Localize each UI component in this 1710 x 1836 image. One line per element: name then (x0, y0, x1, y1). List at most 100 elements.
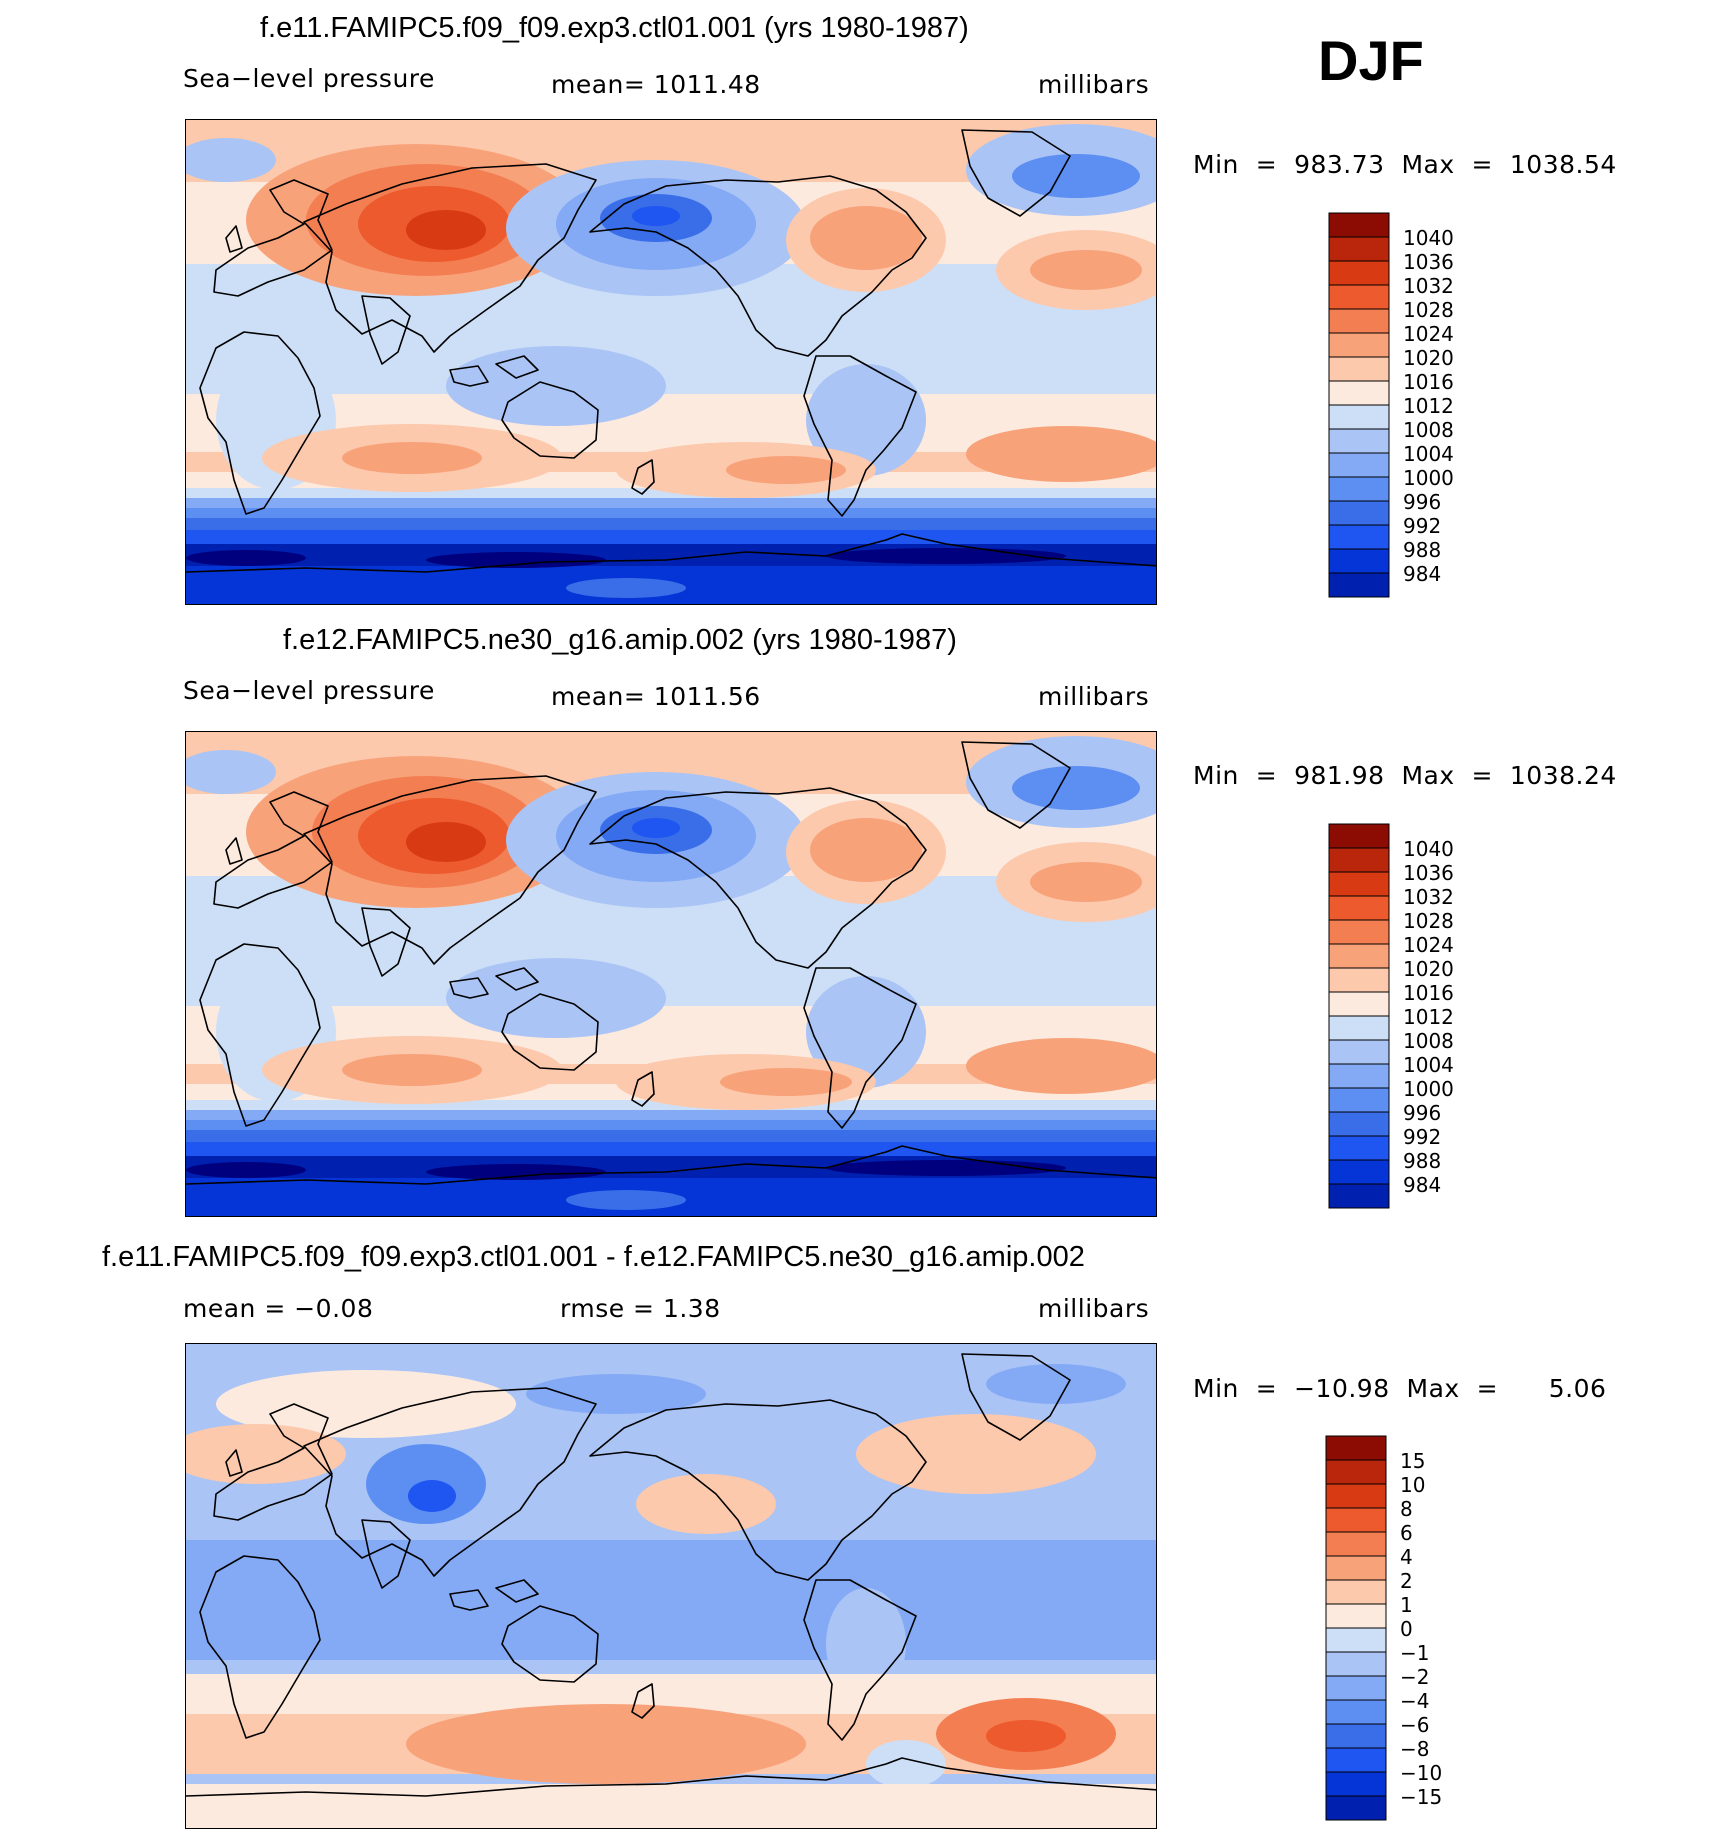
colorbar-2-tick-label: 10 (1400, 1473, 1425, 1497)
colorbar-0-tick-label: 988 (1403, 538, 1441, 562)
colorbar-2-tick-label: 6 (1400, 1521, 1413, 1545)
colorbar-1-tick-label: 1020 (1403, 957, 1454, 981)
colorbar-0-box-0 (1328, 212, 1390, 238)
colorbar-0-tick-label: 1036 (1403, 250, 1454, 274)
diff-tibet-core (408, 1480, 456, 1512)
diff-europe-positive (186, 1424, 346, 1484)
sh-band-2 (186, 498, 1156, 508)
sh-low-core-2 (426, 1164, 606, 1180)
colorbar-2-box-0 (1325, 1435, 1387, 1461)
asia-outline (303, 163, 597, 353)
colorbar-1-box-14 (1328, 1159, 1390, 1185)
colorbar-0-tick-label: 1016 (1403, 370, 1454, 394)
colorbar-0-box-10 (1328, 452, 1390, 478)
colorbar-2-tick-label: −1 (1400, 1641, 1429, 1665)
australia-outline (501, 993, 599, 1071)
sh-low-core-1 (186, 550, 306, 566)
colorbar-1-box-1 (1328, 847, 1390, 873)
colorbar-0-tick-label: 992 (1403, 514, 1441, 538)
panel3-rmse-label: rmse = 1.38 (560, 1294, 721, 1323)
colorbar-1-box-5 (1328, 943, 1390, 969)
colorbar-2-box-9 (1325, 1651, 1387, 1677)
india-outline (361, 1519, 411, 1589)
colorbar-2-box-5 (1325, 1555, 1387, 1581)
colorbar-0-tick-label: 984 (1403, 562, 1441, 586)
colorbar-0-tick-label: 1024 (1403, 322, 1454, 346)
colorbar-0-tick-label: 1004 (1403, 442, 1454, 466)
colorbar-1-tick-label: 996 (1403, 1101, 1441, 1125)
colorbar-1-box-10 (1328, 1063, 1390, 1089)
diff-aleutian-negative (526, 1374, 706, 1414)
diff-pacific-positive (636, 1474, 776, 1534)
indonesia-outline (449, 355, 539, 387)
colorbar-2-tick-label: 1 (1400, 1593, 1413, 1617)
uk-outline (225, 225, 243, 253)
colorbar-1-box-11 (1328, 1087, 1390, 1113)
panel3-map (185, 1343, 1157, 1829)
africa-outline (199, 331, 321, 515)
icelandic-low-inner (1012, 766, 1140, 810)
europe-outline (213, 1403, 333, 1521)
colorbar-0-box-15 (1328, 572, 1390, 598)
australia-outline (501, 381, 599, 459)
indian-ocean-high-inner (342, 1054, 482, 1086)
colorbar-1-box-7 (1328, 991, 1390, 1017)
newzealand-outline (631, 1683, 655, 1719)
atlantic-high-core (976, 1052, 1056, 1080)
pacific-high-inner (720, 1068, 852, 1096)
colorbar-2-box-7 (1325, 1603, 1387, 1629)
newzealand-outline (631, 1071, 655, 1107)
barents-low (186, 750, 276, 794)
colorbar-2-box-1 (1325, 1459, 1387, 1485)
colorbar-2-box-8 (1325, 1627, 1387, 1653)
south-america-outline (803, 355, 917, 517)
siberian-high-core (406, 822, 486, 862)
siberian-high-core (406, 210, 486, 250)
panel2-mean-label: mean= 1011.56 (551, 682, 761, 711)
colorbar-2-box-2 (1325, 1483, 1387, 1509)
colorbar-2-tick-label: 15 (1400, 1449, 1425, 1473)
azores-high-inner (1030, 862, 1142, 902)
colorbar-1-box-4 (1328, 919, 1390, 945)
colorbar-1-tick-label: 1032 (1403, 885, 1454, 909)
colorbar-1-tick-label: 1040 (1403, 837, 1454, 861)
north-america-outline (589, 787, 927, 969)
diff-asia-positive (216, 1370, 516, 1438)
colorbar-0-box-2 (1328, 260, 1390, 286)
colorbar-1-tick-label: 1008 (1403, 1029, 1454, 1053)
atlantic-high (966, 426, 1156, 482)
colorbar-0-tick-label: 1040 (1403, 226, 1454, 250)
colorbar-2-box-15 (1325, 1795, 1387, 1821)
antarctica-outline (186, 1145, 1156, 1185)
diff-tropics-band (186, 1540, 1156, 1660)
antarctic-patch (566, 578, 686, 598)
colorbar-0-box-4 (1328, 308, 1390, 334)
africa-outline (199, 1555, 321, 1739)
sh-band-4 (186, 1130, 1156, 1142)
colorbar-0-box-14 (1328, 548, 1390, 574)
colorbar-1-box-2 (1328, 871, 1390, 897)
indonesia-outline (449, 967, 539, 999)
diff-south-atlantic-core (986, 1720, 1066, 1752)
diff-southern-pacific-positive (406, 1704, 806, 1784)
colorbar-0-box-13 (1328, 524, 1390, 550)
colorbar-1-box-15 (1328, 1183, 1390, 1209)
panel3-minmax: Min = −10.98 Max = 5.06 (1193, 1374, 1607, 1403)
colorbar-2-tick-label: −10 (1400, 1761, 1442, 1785)
asia-outline (303, 1387, 597, 1577)
sh-band-5 (186, 1142, 1156, 1156)
sh-band-1 (186, 1100, 1156, 1110)
panel3-title: f.e11.FAMIPC5.f09_f09.exp3.ctl01.001 - f… (102, 1241, 1085, 1273)
colorbar-2-tick-label: 0 (1400, 1617, 1413, 1641)
amazon-low (806, 976, 926, 1088)
colorbar-0-tick-label: 1028 (1403, 298, 1454, 322)
colorbar-2-box-11 (1325, 1699, 1387, 1725)
greenland-outline (961, 741, 1071, 829)
colorbar-1-tick-label: 1028 (1403, 909, 1454, 933)
colorbar-0-tick-label: 1020 (1403, 346, 1454, 370)
icelandic-low-inner (1012, 154, 1140, 198)
colorbar-0-box-11 (1328, 476, 1390, 502)
sh-band-3 (186, 508, 1156, 518)
greenland-outline (961, 1353, 1071, 1441)
